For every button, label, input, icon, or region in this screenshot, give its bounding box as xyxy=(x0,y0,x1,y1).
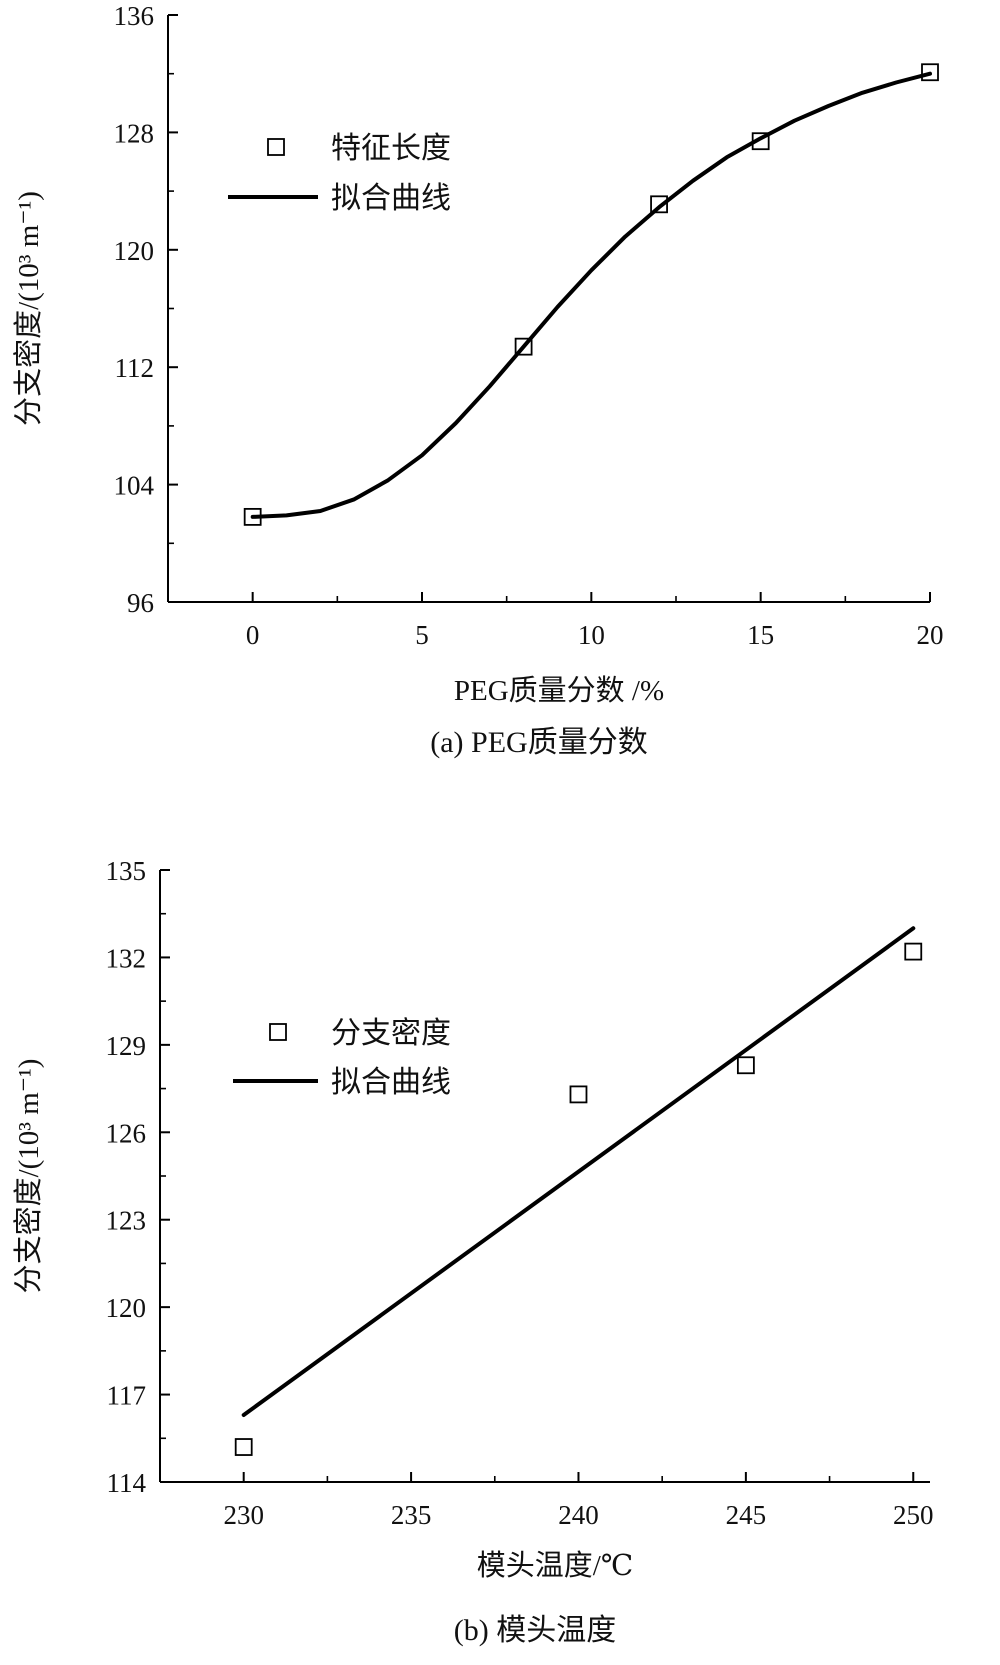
x-tick-label: 250 xyxy=(893,1500,934,1530)
legend-label: 拟合曲线 xyxy=(331,182,451,215)
y-tick-label: 129 xyxy=(106,1031,147,1061)
legend-label: 特征长度 xyxy=(331,132,451,165)
x-axis-title: PEG质量分数 /% xyxy=(454,674,664,707)
y-tick-label: 114 xyxy=(107,1468,147,1498)
legend-label: 分支密度 xyxy=(331,1017,451,1050)
figure-caption: (b) 模头温度 xyxy=(454,1614,616,1647)
y-tick-label: 132 xyxy=(106,943,147,973)
fit-curve xyxy=(250,71,932,519)
y-tick-label: 136 xyxy=(114,1,155,31)
x-axis-title: 模头温度/℃ xyxy=(477,1549,634,1582)
y-axis-title: 分支密度/(10³ m⁻¹) xyxy=(12,1059,45,1294)
data-point xyxy=(736,1056,755,1075)
y-tick-label: 123 xyxy=(106,1206,147,1236)
chart-a: 0 5 10 15 20 96 104 112 120 128 136 PEG质量分数 /% 分支密度/… xyxy=(12,1,944,759)
x-tick-label: 235 xyxy=(391,1500,432,1530)
y-tick-label: 96 xyxy=(127,588,154,618)
x-tick-label: 20 xyxy=(917,620,944,650)
figure-caption: (a) PEG质量分数 xyxy=(430,726,647,759)
chart-b: 230 235 240 245 250 114 117 120 123 126 129 132 135 模… xyxy=(12,856,934,1647)
x-tick-label: 15 xyxy=(747,620,774,650)
x-tick-label: 0 xyxy=(246,620,260,650)
y-tick-label: 104 xyxy=(114,471,155,501)
y-tick-label: 126 xyxy=(106,1118,147,1148)
data-point xyxy=(904,942,923,961)
y-tick-label: 135 xyxy=(106,856,147,886)
y-tick-label: 120 xyxy=(114,236,155,266)
legend-marker-swatch xyxy=(269,1023,287,1041)
data-point xyxy=(234,1438,253,1456)
y-tick-label: 117 xyxy=(107,1381,147,1411)
legend-marker-swatch xyxy=(267,138,285,156)
y-axis-title: 分支密度/(10³ m⁻¹) xyxy=(12,191,45,426)
x-tick-label: 10 xyxy=(578,620,605,650)
y-tick-label: 120 xyxy=(106,1293,147,1323)
fit-curve xyxy=(241,926,916,1417)
x-tick-label: 5 xyxy=(415,620,429,650)
y-tick-label: 112 xyxy=(115,353,155,383)
y-tick-label: 128 xyxy=(114,118,155,148)
x-tick-label: 230 xyxy=(223,1500,264,1530)
x-tick-label: 245 xyxy=(726,1500,767,1530)
legend-label: 拟合曲线 xyxy=(331,1066,451,1099)
data-point xyxy=(569,1085,588,1104)
x-tick-label: 240 xyxy=(558,1500,599,1530)
